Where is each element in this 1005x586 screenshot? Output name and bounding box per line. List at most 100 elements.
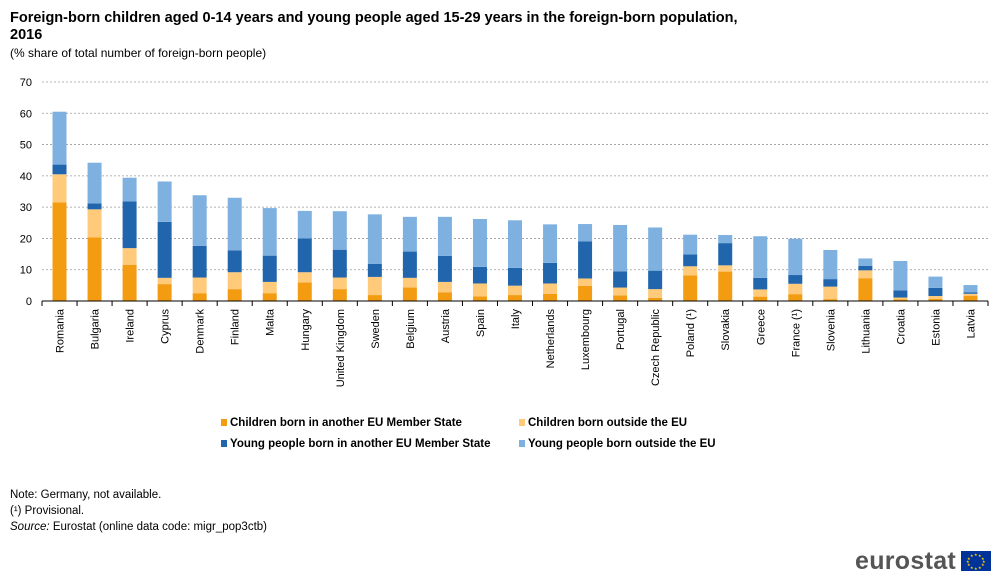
y-tick-label: 10 <box>20 265 32 277</box>
bar-segment <box>753 296 768 301</box>
x-tick-label: Bulgaria <box>90 308 102 349</box>
x-tick-label: Croatia <box>895 308 907 344</box>
stacked-bar-chart: 0 10 20 30 40 50 60 70 Romania Bulgaria Ireland Cy… <box>20 77 989 450</box>
bar-segment <box>928 295 943 299</box>
bar-segment <box>508 285 522 296</box>
bar-segment <box>367 276 382 296</box>
x-tick-label: Netherlands <box>545 309 557 369</box>
bar-segment <box>823 279 838 287</box>
bar-segment <box>122 201 137 249</box>
bar-segment <box>157 284 172 301</box>
bar-segment <box>543 293 558 301</box>
bar-segment <box>963 285 978 293</box>
bar-segment <box>543 224 558 263</box>
bar-segment <box>928 287 943 296</box>
bar-segment <box>402 287 417 301</box>
bar-segment <box>823 286 838 300</box>
x-tick-label: Latvia <box>965 308 977 338</box>
bar-segment <box>823 250 838 280</box>
bar-segment <box>858 278 873 301</box>
x-tick-label: Cyprus <box>160 309 172 344</box>
bar-segment <box>578 224 593 242</box>
bar-segment <box>753 236 768 278</box>
x-tick-label: Portugal <box>615 309 627 350</box>
bar-segment <box>963 295 978 301</box>
bar-segment <box>402 216 417 252</box>
bar-segment <box>227 272 242 290</box>
bar-segment <box>613 287 628 296</box>
y-tick-label: 40 <box>20 171 32 183</box>
bar-segment <box>192 195 207 246</box>
bar-segment <box>52 174 67 203</box>
x-tick-label: United Kingdom <box>335 309 347 387</box>
bar-segment <box>332 249 347 278</box>
bar-segment <box>472 283 487 297</box>
legend: Children born in another EU Member State… <box>221 417 716 450</box>
bar-segment <box>122 248 137 265</box>
bar-segment <box>578 285 593 301</box>
bar-segment <box>297 210 312 239</box>
bar-segment <box>683 234 698 255</box>
bar-segment <box>367 263 382 277</box>
legend-swatch <box>519 440 525 447</box>
bar-segment <box>858 270 873 279</box>
bar-segment <box>437 292 452 301</box>
bar-segment <box>262 293 277 301</box>
y-tick-label: 60 <box>20 108 32 120</box>
bar-segment <box>262 208 277 256</box>
bar-segment <box>963 292 978 294</box>
bar-segment <box>437 281 452 293</box>
bar-segment <box>543 283 558 294</box>
bar-segment <box>718 243 733 266</box>
bar-segment <box>788 238 803 276</box>
x-tick-label: Poland (¹) <box>685 309 697 357</box>
bar-segment <box>157 221 172 278</box>
bar-segment <box>52 111 67 165</box>
bar-segment <box>893 299 908 301</box>
x-tick-label: Belgium <box>405 309 417 349</box>
footnotes: Note: Germany, not available. (¹) Provis… <box>10 487 267 535</box>
bar-segment <box>297 272 312 283</box>
bar-segment <box>157 181 172 222</box>
y-tick-label: 0 <box>26 296 32 308</box>
bar-segment <box>437 216 452 256</box>
legend-swatch <box>221 440 227 447</box>
bar-segment <box>262 281 277 294</box>
bar-segment <box>367 295 382 301</box>
bar-segment <box>52 202 67 301</box>
bar-segment <box>332 211 347 250</box>
chart-title: Foreign-born children aged 0-14 years an… <box>10 10 738 43</box>
bar-segment <box>788 294 803 301</box>
bar-segment <box>87 162 102 204</box>
bars <box>52 111 978 301</box>
bar-segment <box>893 260 908 291</box>
note-germany: Note: Germany, not available. <box>10 489 162 501</box>
x-axis <box>41 300 989 306</box>
bar-segment <box>508 267 522 286</box>
bar-segment <box>683 266 698 276</box>
bar-segment <box>893 290 908 298</box>
bar-segment <box>297 282 312 301</box>
eu-flag-icon: ★ ★ ★ ★ ★ ★ ★ ★ ★ ★ ★ ★ <box>961 551 992 571</box>
bar-segment <box>858 258 873 266</box>
bar-segment <box>122 264 137 301</box>
bar-segment <box>788 275 803 284</box>
y-tick-label: 30 <box>20 202 32 214</box>
bar-segment <box>402 277 417 288</box>
legend-label: Children born outside the EU <box>528 417 687 429</box>
chart-subtitle: (% share of total number of foreign-born… <box>10 46 267 60</box>
bar-segment <box>648 289 663 298</box>
bar-segment <box>472 266 487 284</box>
bar-segment <box>52 164 67 175</box>
x-tick-label: Czech Republic <box>650 309 662 387</box>
bar-segment <box>613 224 628 272</box>
y-tick-label: 20 <box>20 233 32 245</box>
x-axis-labels: Romania Bulgaria Ireland Cyprus Denmark Finla… <box>55 308 978 387</box>
bar-segment <box>683 275 698 301</box>
x-tick-label: Estonia <box>930 308 942 346</box>
x-tick-label: Luxembourg <box>580 309 592 370</box>
bar-segment <box>788 283 803 295</box>
legend-label: Young people born in another EU Member S… <box>230 438 490 450</box>
x-tick-label: Hungary <box>300 309 312 351</box>
bar-segment <box>648 227 663 271</box>
